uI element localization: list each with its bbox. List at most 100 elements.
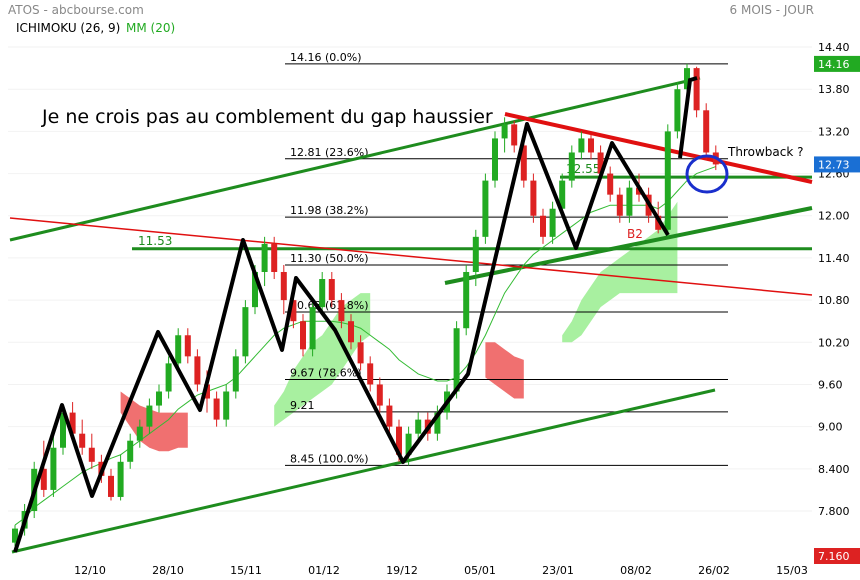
fib-label: 11.98 (38.2%) (290, 204, 369, 217)
candle-body (88, 447, 95, 462)
candle-body (338, 300, 345, 322)
candle-body (300, 321, 306, 350)
b2-label: B2 (627, 227, 643, 241)
candle-body (386, 405, 393, 427)
fib-label: 11.30 (50.0%) (290, 252, 369, 265)
candle-body (511, 124, 518, 146)
candle-body (223, 391, 230, 420)
fib-label: 9.21 (290, 399, 315, 412)
x-tick-label: 12/10 (74, 564, 106, 577)
candle-body (578, 138, 585, 153)
mm-label: MM (20) (126, 21, 175, 35)
x-axis: 12/10 28/10 15/11 01/12 19/12 05/01 23/01 08/02… (74, 564, 808, 577)
candle-body (175, 335, 182, 364)
candle-body (357, 342, 364, 364)
price-badge-label: 14.16 (818, 58, 850, 71)
price-badge-label: 7.160 (818, 550, 850, 563)
candle-body (655, 215, 662, 230)
candle-body (367, 363, 374, 385)
y-tick-label: 12.00 (818, 210, 850, 223)
y-tick-label: 14.40 (818, 41, 850, 54)
support-trendline (444, 206, 813, 285)
resistance-trendline (504, 112, 813, 184)
candle-body (40, 468, 47, 490)
candle-body (136, 426, 143, 441)
candle-body (156, 391, 162, 406)
cloud-bull-1 (274, 293, 371, 427)
candle-body (703, 110, 710, 153)
candle-body (492, 138, 498, 181)
candle-body (588, 138, 594, 153)
trendlines (9, 76, 813, 554)
candle-body (530, 180, 537, 216)
candle-body (146, 405, 153, 427)
candle-body (597, 152, 604, 174)
x-tick-label: 28/10 (152, 564, 184, 577)
price-badge (814, 55, 860, 72)
candle-body (396, 426, 402, 455)
candle-body (261, 243, 268, 272)
price-badge (814, 548, 860, 564)
candle-body (213, 398, 220, 420)
candle-body (127, 440, 134, 462)
y-tick-label: 11.40 (818, 252, 850, 265)
candle-body (463, 271, 470, 329)
price-badge-label: 12.73 (818, 158, 850, 171)
x-tick-label: 05/01 (464, 564, 496, 577)
level-label: 11.53 (138, 234, 172, 248)
candle-body (549, 208, 556, 237)
candle-body (607, 173, 614, 195)
candle-body (309, 307, 316, 350)
candle-body (693, 68, 700, 111)
candle-body (376, 384, 383, 406)
cloud-bear-2 (485, 342, 524, 399)
x-tick-label: 15/11 (230, 564, 262, 577)
candle-body (319, 279, 326, 308)
candle-body (60, 412, 66, 448)
x-tick-label: 23/01 (542, 564, 574, 577)
candle-body (165, 363, 172, 392)
fib-label: 14.16 (0.0%) (290, 51, 362, 64)
y-tick-label: 8.400 (818, 463, 850, 476)
zigzag-line (13, 122, 670, 553)
x-tick-label: 01/12 (308, 564, 340, 577)
candle-body (568, 152, 575, 181)
candle-body (472, 236, 479, 272)
upper-channel-line (9, 76, 701, 242)
fib-label: 10.63 (61.8%) (290, 299, 369, 312)
price-badges: 14.16 12.73 7.160 (814, 55, 860, 564)
y-tick-label: 10.80 (818, 294, 850, 307)
candle-body (616, 194, 623, 216)
x-tick-label: 26/02 (698, 564, 730, 577)
candle-body (674, 89, 681, 132)
candle-body (626, 187, 633, 216)
throwback-label: Throwback ? (727, 145, 803, 159)
candle-body (50, 447, 57, 490)
x-tick-label: 15/03 (776, 564, 808, 577)
zigzag-pattern (13, 76, 698, 553)
candle-body (290, 300, 297, 322)
candle-body (232, 356, 239, 392)
candle-body (194, 356, 201, 385)
candle-body (405, 433, 412, 455)
throwback-circle (685, 154, 729, 194)
candle-body (108, 475, 114, 497)
chart-header: ATOS - abcbourse.com 6 MOIS - JOUR ICHIM… (8, 3, 814, 35)
ichimoku-label: ICHIMOKU (26, 9) (16, 21, 120, 35)
y-tick-label: 7.800 (818, 505, 850, 518)
y-tick-label: 10.20 (818, 336, 850, 349)
grid-layer (8, 46, 812, 512)
candle-body (482, 180, 489, 237)
x-tick-label: 08/02 (620, 564, 652, 577)
candle-body (501, 124, 508, 139)
candle-body (520, 145, 527, 181)
candle-body (117, 461, 124, 497)
candle-body (684, 68, 690, 90)
candle-body (559, 180, 566, 209)
source-label: ATOS - abcbourse.com (8, 3, 144, 17)
y-tick-label: 13.80 (818, 83, 850, 96)
y-tick-label: 9.60 (818, 378, 843, 391)
y-tick-label: 9.00 (818, 421, 843, 434)
